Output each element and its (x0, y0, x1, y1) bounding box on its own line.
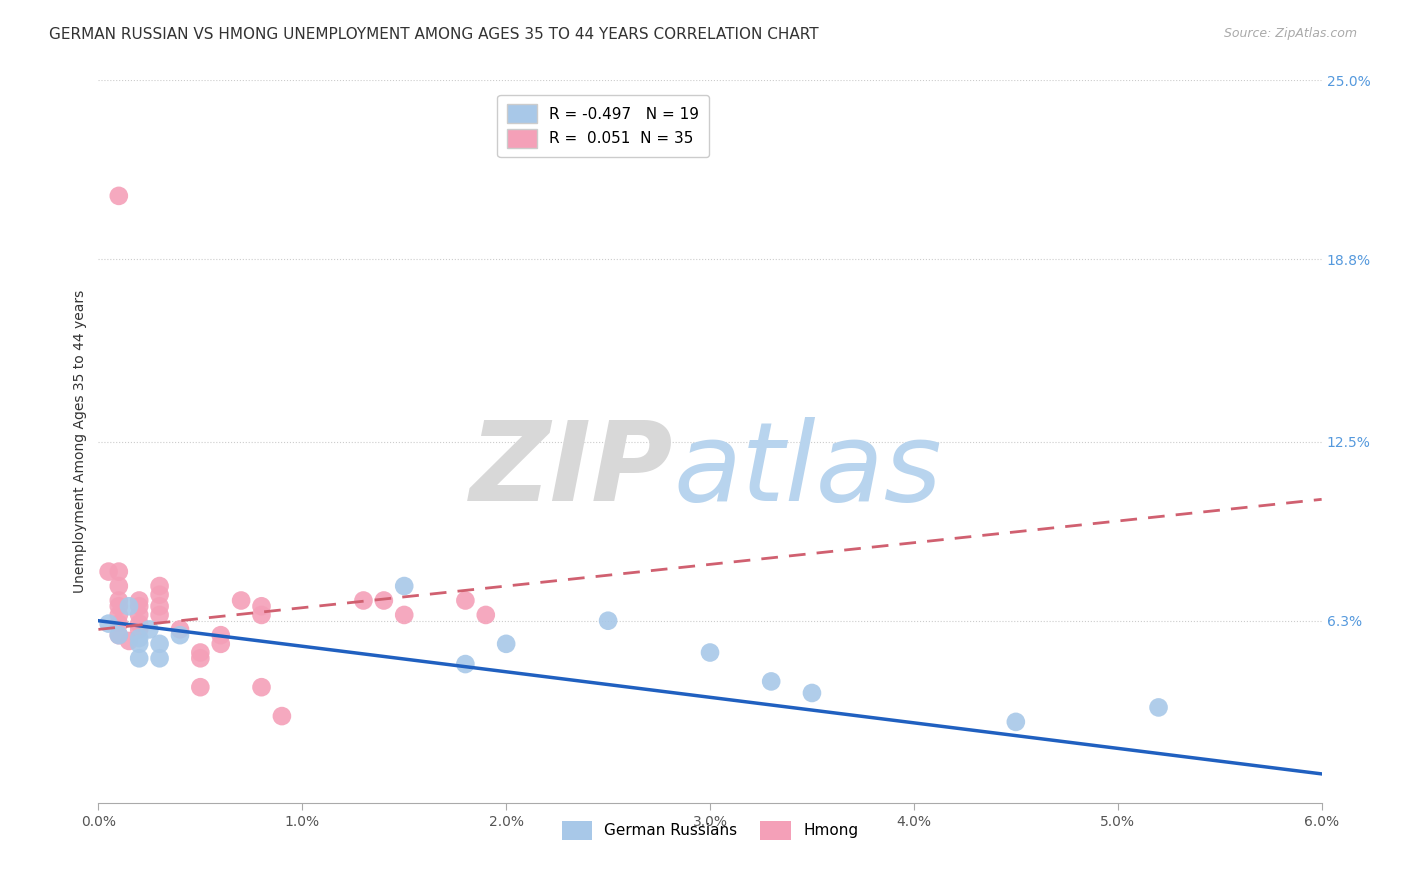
Point (474, 607, 498, 622)
Point (108, 565, 131, 579)
Point (169, 628, 191, 642)
Point (188, 651, 212, 665)
Point (250, 599, 273, 614)
Point (149, 607, 172, 622)
Point (1147, 700, 1170, 714)
Point (108, 189, 131, 203)
Legend: German Russians, Hmong: German Russians, Hmong (555, 815, 865, 846)
Point (270, 709, 292, 723)
Point (149, 579, 172, 593)
Point (118, 599, 141, 614)
Point (128, 607, 150, 622)
Text: Source: ZipAtlas.com: Source: ZipAtlas.com (1223, 27, 1357, 40)
Y-axis label: Unemployment Among Ages 35 to 44 years: Unemployment Among Ages 35 to 44 years (73, 290, 87, 593)
Point (373, 593, 395, 607)
Point (97, 616, 120, 631)
Text: GERMAN RUSSIAN VS HMONG UNEMPLOYMENT AMONG AGES 35 TO 44 YEARS CORRELATION CHART: GERMAN RUSSIAN VS HMONG UNEMPLOYMENT AMO… (49, 27, 818, 42)
Point (97, 565, 120, 579)
Text: atlas: atlas (673, 417, 942, 524)
Point (149, 599, 172, 614)
Point (128, 593, 150, 607)
Point (108, 628, 131, 642)
Point (761, 674, 783, 689)
Point (108, 607, 131, 622)
Point (209, 637, 232, 651)
Point (128, 631, 150, 645)
Point (250, 607, 273, 622)
Point (149, 651, 172, 665)
Point (392, 579, 416, 593)
Point (118, 634, 141, 648)
Point (598, 614, 620, 628)
Point (138, 623, 160, 637)
Point (108, 599, 131, 614)
Point (128, 651, 150, 665)
Point (149, 637, 172, 651)
Point (128, 616, 150, 631)
Point (108, 628, 131, 642)
Point (188, 646, 212, 660)
Point (108, 616, 131, 631)
Point (128, 623, 150, 637)
Point (128, 599, 150, 614)
Point (352, 593, 374, 607)
Point (250, 680, 273, 694)
Point (108, 593, 131, 607)
Point (231, 593, 253, 607)
Point (188, 680, 212, 694)
Point (454, 657, 477, 671)
Point (454, 593, 477, 607)
Point (169, 623, 191, 637)
Point (1004, 714, 1026, 729)
Text: ZIP: ZIP (470, 417, 673, 524)
Point (209, 628, 232, 642)
Point (149, 588, 172, 602)
Point (128, 637, 150, 651)
Point (699, 646, 721, 660)
Point (801, 686, 824, 700)
Point (392, 607, 416, 622)
Point (495, 637, 517, 651)
Point (108, 579, 131, 593)
